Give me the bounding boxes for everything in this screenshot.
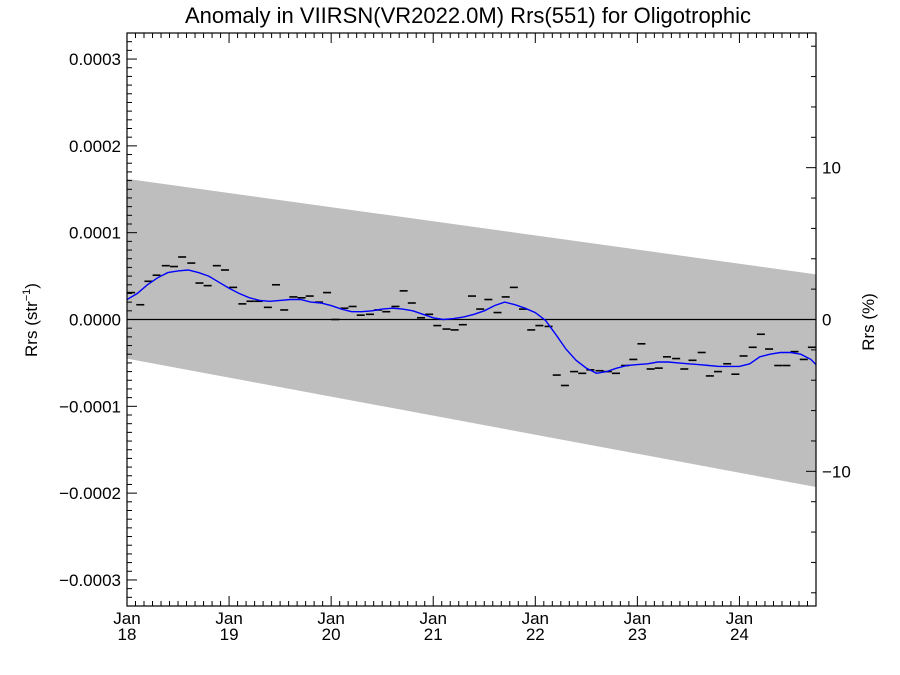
y2-tick-label: 0: [822, 311, 831, 330]
confidence-band: [127, 178, 816, 488]
y2-tick-label: 10: [822, 159, 841, 178]
y-tick-label: 0.0003: [69, 50, 121, 69]
x-tick-month: Jan: [215, 609, 242, 628]
x-tick-month: Jan: [113, 609, 140, 628]
x-tick-year: 24: [730, 625, 749, 644]
y-tick-label: −0.0002: [59, 484, 121, 503]
y-tick-label: 0.0001: [69, 224, 121, 243]
running-mean-line: [126, 269, 817, 375]
x-tick-year: 19: [220, 625, 239, 644]
x-tick-year: 23: [628, 625, 647, 644]
y-tick-label: 0.0002: [69, 137, 121, 156]
y-axis-title: Rrs (str−1): [21, 283, 41, 357]
y-tick-label: −0.0001: [59, 397, 121, 416]
y-tick-label: −0.0003: [59, 571, 121, 590]
y2-axis-title: Rrs (%): [859, 293, 878, 351]
x-tick-month: Jan: [420, 609, 447, 628]
x-tick-year: 22: [526, 625, 545, 644]
x-tick-year: 21: [424, 625, 443, 644]
right-y-axis: 10 0 −10: [806, 45, 851, 594]
x-tick-month: Jan: [624, 609, 651, 628]
x-tick-month: Jan: [522, 609, 549, 628]
x-tick-month: Jan: [317, 609, 344, 628]
band-area: [127, 178, 816, 488]
x-tick-year: 18: [118, 625, 137, 644]
y2-tick-label: −10: [822, 462, 851, 481]
chart-title: Anomaly in VIIRSN(VR2022.0M) Rrs(551) fo…: [185, 3, 751, 28]
left-y-axis: 0.0003 0.0002 0.0001 0.0000 −0.0001 −0.0002 −0…: [59, 41, 137, 607]
x-tick-year: 20: [322, 625, 341, 644]
running-mean-series: [126, 269, 817, 375]
x-tick-month: Jan: [726, 609, 753, 628]
y-tick-label: 0.0000: [69, 311, 121, 330]
monthly-anomaly-series: [127, 256, 816, 387]
